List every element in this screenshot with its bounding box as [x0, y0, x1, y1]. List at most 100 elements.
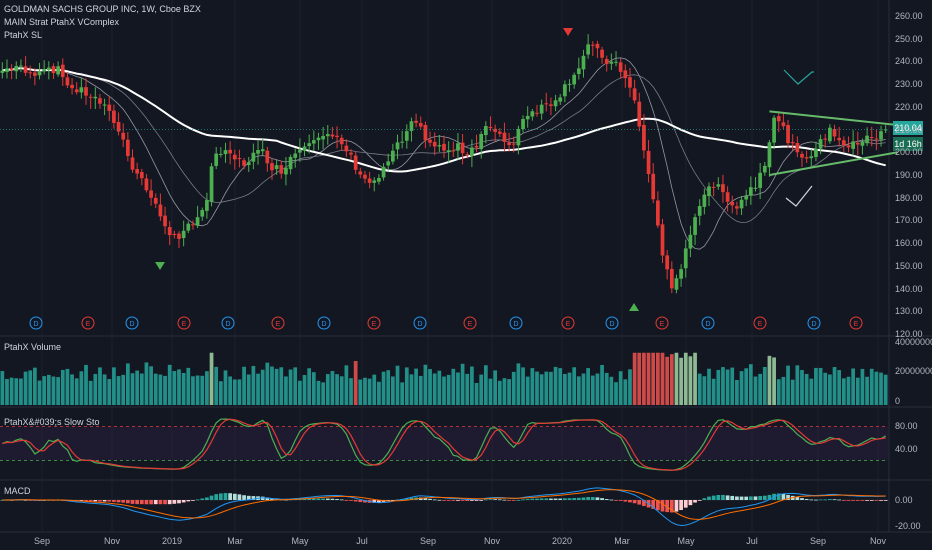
event-marker-label: E: [468, 321, 473, 328]
volume-bar: [618, 371, 623, 405]
candle-body: [88, 96, 93, 98]
volume-bar: [502, 378, 507, 405]
candle-body: [339, 137, 344, 145]
event-marker-earnings: [367, 316, 381, 330]
candle-body: [563, 84, 567, 97]
volume-bar: [265, 362, 270, 405]
volume-bar: [669, 354, 674, 405]
volume-pane-title[interactable]: PtahX Volume: [4, 342, 62, 352]
candle-body: [5, 68, 9, 72]
candle-body: [98, 98, 102, 104]
event-marker-earnings: [463, 316, 477, 330]
volume-bar: [51, 376, 56, 405]
volume-bar: [660, 352, 665, 405]
candle-body: [293, 153, 298, 158]
macd-histogram-bar: [521, 499, 525, 501]
event-marker-earnings: [177, 316, 191, 330]
macd-axis-tick: -20.00: [895, 521, 921, 531]
macd-axis-tick: 0.00: [895, 495, 913, 505]
macd-histogram-bar: [465, 500, 470, 502]
macd-histogram-bar: [23, 499, 28, 501]
volume-bar: [735, 380, 739, 405]
volume-bar: [772, 357, 776, 405]
volume-bar: [846, 376, 851, 405]
candle-body: [14, 65, 19, 72]
candle-body: [493, 128, 498, 132]
candle-body: [246, 162, 251, 166]
macd-histogram-bar: [390, 500, 395, 501]
event-marker-dividend: [807, 316, 821, 330]
macd-histogram-bar: [479, 500, 484, 501]
candle-body: [428, 139, 432, 143]
stochastic-pane-title[interactable]: PtahX&#039;s Slow Sto: [4, 417, 100, 427]
candle-body: [735, 206, 739, 209]
macd-histogram-bar: [786, 494, 790, 500]
volume-bar: [800, 370, 804, 405]
macd-histogram-bar: [409, 497, 414, 500]
macd-histogram-bar: [451, 500, 456, 501]
candle-body: [697, 206, 702, 216]
price-axis-tick: 260.00: [895, 11, 923, 21]
volume-bar: [232, 379, 237, 405]
macd-histogram-bar: [549, 498, 553, 500]
volume-bar: [339, 376, 344, 405]
indicator-label-main[interactable]: MAIN Strat PtahX VComplex: [4, 17, 120, 27]
candle-body: [218, 153, 223, 155]
volume-bar: [563, 373, 567, 405]
candle-body: [316, 137, 321, 141]
candle-body: [70, 84, 74, 89]
macd-histogram-bar: [158, 500, 163, 505]
indicator-label-sl[interactable]: PtahX SL: [4, 30, 43, 40]
macd-histogram-bar: [860, 500, 865, 501]
candle-body: [688, 234, 693, 249]
macd-pane-title[interactable]: MACD: [4, 486, 31, 496]
macd-histogram-bar: [130, 500, 135, 504]
candle-body: [195, 217, 200, 226]
macd-histogram-bar: [102, 500, 107, 502]
candle-body: [116, 122, 121, 132]
volume-axis-tick: 20000000: [895, 366, 932, 376]
macd-histogram-bar: [502, 499, 507, 501]
candle-body: [879, 131, 883, 140]
volume-bar: [790, 379, 795, 405]
candle-body: [400, 141, 405, 143]
volume-bar: [851, 368, 855, 405]
macd-histogram-bar: [567, 498, 572, 500]
volume-bar: [809, 378, 814, 405]
macd-histogram-bar: [107, 500, 112, 502]
candle-body: [656, 200, 660, 226]
candle-body: [711, 186, 716, 188]
event-marker-label: E: [86, 321, 91, 328]
macd-histogram-bar: [660, 500, 665, 512]
candle-body: [693, 217, 697, 235]
macd-histogram-bar: [177, 500, 181, 504]
candle-body: [288, 156, 293, 170]
volume-bar: [181, 372, 186, 405]
volume-bar: [98, 367, 102, 405]
candle-body: [432, 141, 437, 147]
candle-body: [237, 158, 242, 160]
macd-histogram-bar: [335, 499, 339, 500]
volume-bar: [628, 369, 632, 405]
candle-body: [28, 72, 33, 74]
candle-body: [762, 165, 767, 173]
candle-body: [530, 111, 535, 117]
macd-histogram-bar: [739, 496, 744, 500]
macd-histogram-bar: [302, 498, 307, 500]
price-axis-tick: 200.00: [895, 147, 923, 158]
volume-bar: [753, 376, 758, 405]
volume-bar: [372, 374, 377, 405]
event-marker-label: D: [225, 321, 230, 328]
time-axis-tick: May: [291, 536, 309, 546]
volume-bar: [456, 372, 460, 405]
macd-histogram-bar: [274, 498, 279, 500]
volume-bar: [483, 365, 488, 405]
candle-body: [716, 184, 721, 187]
macd-histogram-bar: [618, 500, 623, 501]
time-axis-tick: Nov: [483, 536, 501, 546]
candle-body: [828, 127, 832, 142]
volume-bar: [307, 368, 312, 405]
candle-body: [9, 68, 14, 70]
candle-body: [404, 131, 409, 141]
